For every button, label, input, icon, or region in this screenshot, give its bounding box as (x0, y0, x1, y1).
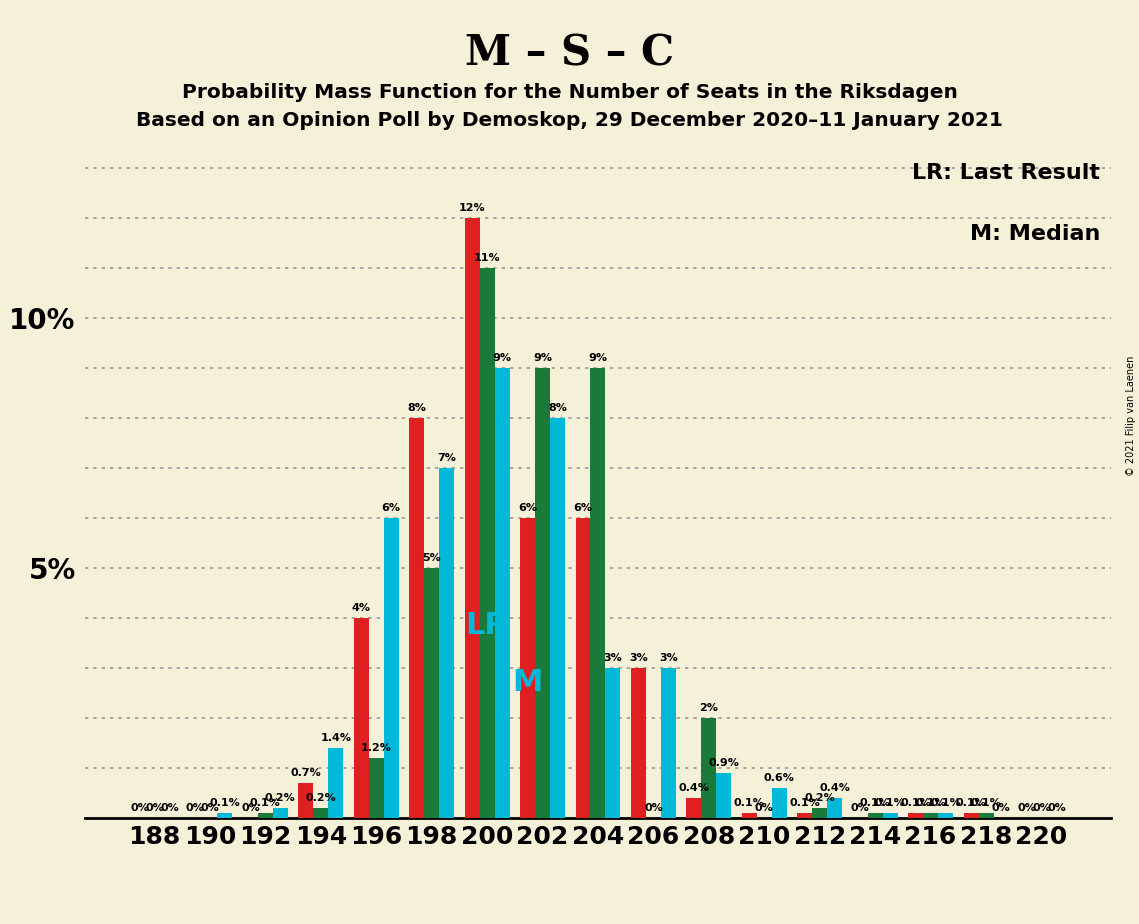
Text: 0.4%: 0.4% (679, 783, 710, 793)
Text: 0%: 0% (130, 803, 149, 813)
Text: Based on an Opinion Poll by Demoskop, 29 December 2020–11 January 2021: Based on an Opinion Poll by Demoskop, 29… (136, 111, 1003, 130)
Text: 0.1%: 0.1% (900, 797, 931, 808)
Text: 3%: 3% (629, 653, 648, 663)
Bar (494, 368, 509, 818)
Text: 0.7%: 0.7% (290, 768, 321, 778)
Text: 0%: 0% (200, 803, 220, 813)
Bar (480, 268, 494, 818)
Text: 0.2%: 0.2% (265, 793, 296, 803)
Text: 0%: 0% (755, 803, 773, 813)
Text: 8%: 8% (548, 403, 567, 413)
Text: 0.1%: 0.1% (875, 797, 906, 808)
Text: 0%: 0% (1017, 803, 1035, 813)
Bar (741, 813, 756, 818)
Text: 0%: 0% (1047, 803, 1066, 813)
Text: 6%: 6% (518, 503, 538, 513)
Bar (354, 618, 369, 818)
Bar (687, 797, 702, 818)
Text: 0%: 0% (186, 803, 204, 813)
Bar (465, 218, 480, 818)
Bar (440, 468, 454, 818)
Bar (590, 368, 606, 818)
Text: 0%: 0% (1032, 803, 1051, 813)
Text: 0%: 0% (145, 803, 164, 813)
Bar (521, 518, 535, 818)
Text: 0.6%: 0.6% (764, 772, 795, 783)
Bar (424, 568, 440, 818)
Text: 6%: 6% (574, 503, 592, 513)
Text: 9%: 9% (533, 353, 552, 363)
Bar (273, 808, 288, 818)
Bar (550, 418, 565, 818)
Bar (384, 518, 399, 818)
Bar (772, 788, 787, 818)
Bar (606, 668, 621, 818)
Bar (883, 813, 898, 818)
Text: 0.1%: 0.1% (931, 797, 961, 808)
Text: 6%: 6% (382, 503, 401, 513)
Text: Probability Mass Function for the Number of Seats in the Riksdagen: Probability Mass Function for the Number… (181, 83, 958, 103)
Text: 5%: 5% (423, 553, 441, 563)
Bar (812, 808, 827, 818)
Text: LR: Last Result: LR: Last Result (912, 164, 1100, 184)
Text: 0.1%: 0.1% (916, 797, 947, 808)
Bar (575, 518, 590, 818)
Text: 0.2%: 0.2% (305, 793, 336, 803)
Bar (631, 668, 646, 818)
Text: 0.2%: 0.2% (804, 793, 835, 803)
Bar (923, 813, 939, 818)
Text: 0%: 0% (644, 803, 663, 813)
Text: 12%: 12% (459, 203, 485, 213)
Text: LR: LR (466, 611, 508, 640)
Text: 0.1%: 0.1% (970, 797, 1001, 808)
Bar (661, 668, 675, 818)
Text: 0.1%: 0.1% (860, 797, 891, 808)
Bar (716, 772, 731, 818)
Text: 8%: 8% (408, 403, 426, 413)
Text: 0.1%: 0.1% (249, 797, 280, 808)
Bar (328, 748, 343, 818)
Text: 11%: 11% (474, 253, 500, 263)
Bar (313, 808, 328, 818)
Text: 1.4%: 1.4% (320, 733, 351, 743)
Text: 0.4%: 0.4% (819, 783, 850, 793)
Text: 3%: 3% (659, 653, 678, 663)
Bar (939, 813, 953, 818)
Text: M: M (513, 668, 543, 698)
Bar (409, 418, 424, 818)
Text: 1.2%: 1.2% (361, 743, 392, 753)
Text: 9%: 9% (589, 353, 607, 363)
Bar (702, 718, 716, 818)
Text: 0.1%: 0.1% (210, 797, 240, 808)
Text: 0.1%: 0.1% (789, 797, 820, 808)
Bar (218, 813, 232, 818)
Bar (964, 813, 978, 818)
Bar (908, 813, 923, 818)
Bar (978, 813, 993, 818)
Bar (298, 783, 313, 818)
Text: 2%: 2% (699, 703, 719, 712)
Text: 4%: 4% (352, 602, 371, 613)
Text: M – S – C: M – S – C (465, 32, 674, 74)
Text: M: Median: M: Median (970, 225, 1100, 244)
Bar (868, 813, 883, 818)
Text: 0%: 0% (161, 803, 179, 813)
Text: 0.1%: 0.1% (734, 797, 764, 808)
Text: 0.9%: 0.9% (708, 758, 739, 768)
Text: 9%: 9% (492, 353, 511, 363)
Bar (257, 813, 273, 818)
Text: 0%: 0% (851, 803, 869, 813)
Text: 0.1%: 0.1% (956, 797, 986, 808)
Bar (797, 813, 812, 818)
Bar (535, 368, 550, 818)
Bar (827, 797, 842, 818)
Text: 0%: 0% (992, 803, 1010, 813)
Text: © 2021 Filip van Laenen: © 2021 Filip van Laenen (1126, 356, 1136, 476)
Bar (369, 758, 384, 818)
Text: 7%: 7% (437, 453, 456, 463)
Text: 0%: 0% (241, 803, 260, 813)
Text: 3%: 3% (604, 653, 622, 663)
